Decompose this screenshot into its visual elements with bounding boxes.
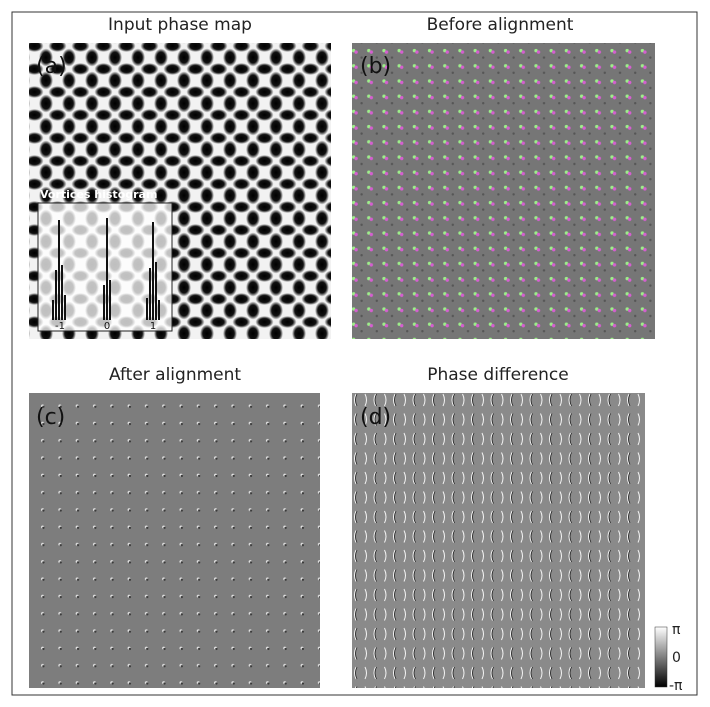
panel-title: Phase difference	[427, 365, 569, 385]
panel-label: (c)	[36, 405, 65, 430]
colorbar-label: -π	[669, 678, 683, 694]
colorbar	[655, 627, 667, 687]
panel-label: (b)	[360, 54, 391, 79]
panel-label: (a)	[36, 54, 67, 79]
figure: Input phase map (a) Vortices histogram -…	[0, 0, 710, 707]
panel-label: (d)	[360, 405, 391, 430]
panel-title: Before alignment	[427, 15, 574, 35]
colorbar-label: π	[672, 622, 681, 638]
overlay-map	[352, 43, 655, 339]
colorbar-label: 0	[672, 650, 681, 666]
inset-tick: -1	[55, 321, 65, 332]
panel-title: Input phase map	[108, 15, 252, 35]
overlay-map	[29, 393, 320, 688]
inset-title: Vortices histogram	[40, 188, 157, 201]
inset-tick: 1	[150, 321, 156, 332]
difference-map	[352, 393, 645, 688]
inset-tick: 0	[104, 321, 110, 332]
panel-title: After alignment	[109, 365, 241, 385]
